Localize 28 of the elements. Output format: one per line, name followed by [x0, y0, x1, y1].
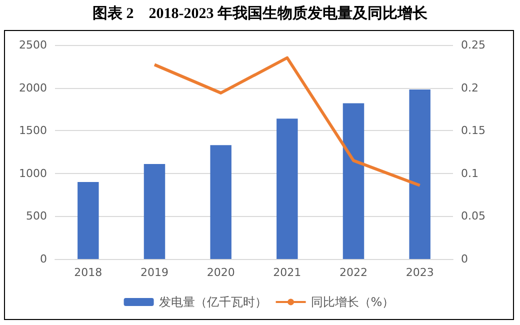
y-tick-label: 1500	[19, 124, 47, 138]
y2-tick-label: 0.25	[461, 38, 486, 52]
x-tick-label: 2023	[406, 266, 434, 279]
legend-label: 同比增长（%）	[310, 295, 394, 309]
x-tick-label: 2021	[273, 266, 302, 279]
bar	[144, 164, 166, 259]
y2-tick-label: 0.1	[461, 166, 478, 180]
x-tick-label: 2018	[74, 266, 102, 279]
y-tick-label: 1000	[19, 166, 47, 180]
bar	[342, 103, 364, 259]
y2-tick-label: 0.05	[461, 210, 486, 223]
x-tick-label: 2019	[140, 266, 168, 279]
y2-tick-label: 0.15	[461, 124, 486, 138]
legend-label: 发电量（亿千瓦时）	[158, 295, 267, 309]
bar	[409, 90, 430, 259]
x-tick-label: 2022	[340, 266, 368, 279]
bar	[78, 182, 99, 259]
y-tick-label: 500	[26, 210, 47, 223]
chart-title: 图表 2 2018-2023 年我国生物质发电量及同比增长	[92, 4, 428, 23]
y-tick-label: 0	[40, 252, 47, 266]
bar	[210, 145, 232, 259]
y2-tick-label: 0	[461, 252, 468, 266]
y2-tick-label: 0.2	[461, 81, 478, 94]
line-series	[153, 56, 422, 187]
y-tick-label: 2000	[19, 81, 47, 94]
y-tick-label: 2500	[19, 38, 47, 52]
bar	[276, 118, 298, 259]
x-tick-label: 2020	[206, 266, 235, 279]
